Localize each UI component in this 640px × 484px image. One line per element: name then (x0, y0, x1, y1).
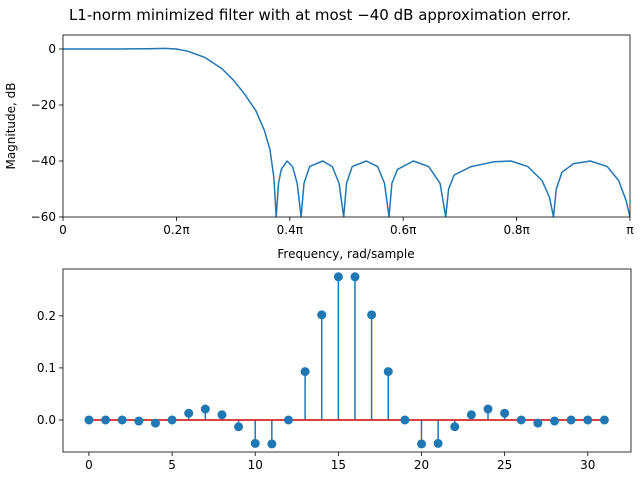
stem-marker (367, 310, 377, 320)
stem-marker (283, 415, 293, 425)
stem-marker (599, 415, 609, 425)
stem-marker (483, 404, 493, 414)
x-tick-label: 15 (331, 458, 346, 472)
stem-marker (583, 415, 593, 425)
x-tick-label: 0.4π (277, 223, 303, 237)
y-axis-label: Magnitude, dB (4, 82, 18, 169)
stem-marker (84, 415, 94, 425)
stem-marker (234, 422, 244, 432)
y-tick-label: 0.0 (37, 413, 56, 427)
x-axis-label: Frequency, rad/sample (277, 247, 414, 261)
stem-marker (184, 408, 194, 418)
axes-frame (62, 34, 631, 218)
x-tick-label: π (626, 223, 633, 237)
y-tick-label: −20 (31, 98, 56, 112)
stem-marker (400, 415, 410, 425)
x-tick-label: 0 (85, 458, 93, 472)
stem-marker (433, 438, 443, 448)
stem-marker (533, 418, 543, 428)
stem-marker (566, 415, 576, 425)
x-tick-label: 0.6π (390, 223, 416, 237)
x-tick-label: 10 (248, 458, 263, 472)
x-tick-label: 5 (168, 458, 176, 472)
stem-marker (500, 408, 510, 418)
x-tick-label: 20 (414, 458, 429, 472)
stem-marker (450, 422, 460, 432)
axes-frame (62, 268, 632, 453)
y-tick-label: 0.1 (37, 361, 56, 375)
x-tick-label: 0 (59, 223, 67, 237)
stem-marker (167, 415, 177, 425)
magnitude-response-line (63, 47, 630, 217)
stem-marker (416, 439, 426, 449)
magnitude-axes: 0 0.2π 0.4π 0.6π 0.8π π 0 −20 −40 −60 (31, 34, 634, 237)
stem-marker (317, 310, 327, 320)
y-tick-label: −40 (31, 154, 56, 168)
stem-marker (101, 415, 111, 425)
stem-marker (150, 418, 160, 428)
stem-marker (383, 367, 393, 377)
stem-marker (466, 410, 476, 420)
x-tick-label: 0.8π (503, 223, 529, 237)
x-tick-label: 30 (580, 458, 595, 472)
y-tick-label: 0.2 (37, 309, 56, 323)
x-tick-label: 0.2π (163, 223, 189, 237)
y-tick-label: 0 (48, 42, 56, 56)
stem-marker (250, 438, 260, 448)
stem-marker (333, 272, 343, 282)
coefficients-axes: 0 5 10 15 20 25 30 0.0 0.1 0.2 (37, 268, 632, 472)
y-tick-label: −60 (31, 210, 56, 224)
x-tick-label: 25 (497, 458, 512, 472)
stem-marker (134, 416, 144, 426)
stem-marker (117, 415, 127, 425)
stem-marker (217, 410, 227, 420)
stem-marker (267, 439, 277, 449)
stem-marker (300, 367, 310, 377)
stem-marker (200, 404, 210, 414)
stem-marker (350, 272, 360, 282)
chart-title: L1-norm minimized filter with at most −4… (69, 6, 571, 24)
stem-marker (516, 415, 526, 425)
stem-marker (550, 416, 560, 426)
